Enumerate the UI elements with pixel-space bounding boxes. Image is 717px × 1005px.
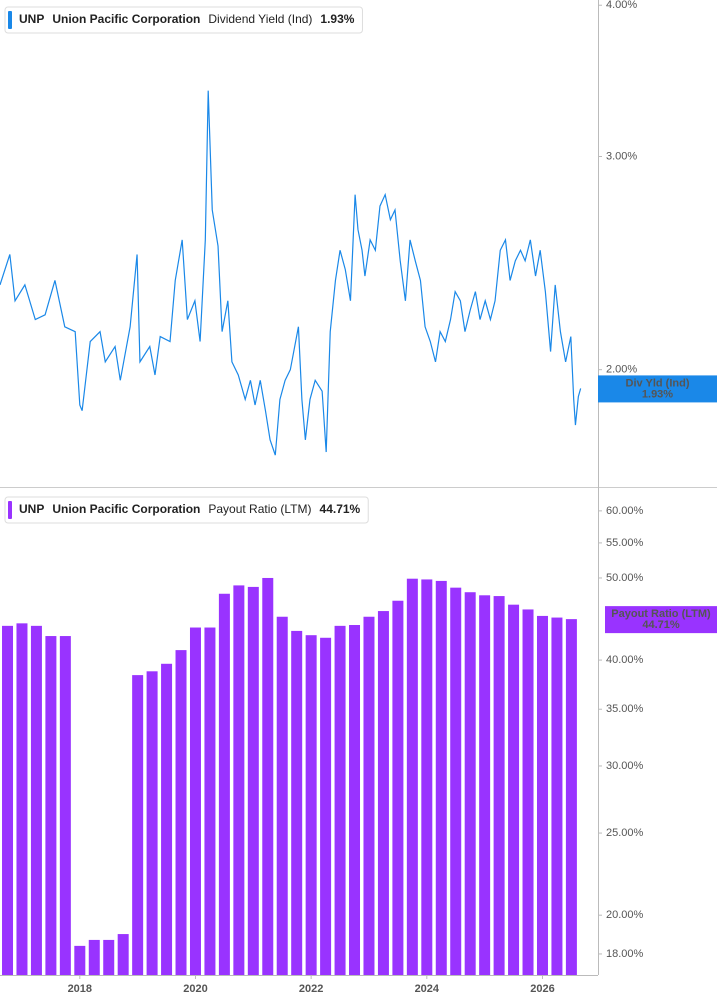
bar (132, 675, 144, 975)
bar (450, 587, 462, 975)
legend-text: UNP (19, 502, 44, 516)
legend-text: 44.71% (320, 502, 361, 516)
badge-value: 1.93% (642, 388, 673, 400)
y-tick-label: 18.00% (606, 948, 644, 960)
y-tick-label: 50.00% (606, 572, 644, 584)
bar (74, 945, 86, 975)
value-badge (598, 375, 717, 403)
y-tick-label: 35.00% (606, 703, 644, 715)
badge-name: Payout Ratio (LTM) (611, 608, 711, 620)
bar (406, 578, 418, 975)
bar (334, 625, 346, 975)
bar (320, 637, 332, 975)
x-tick-label: 2022 (299, 983, 323, 995)
y-tick-label: 3.00% (606, 150, 637, 162)
bar (493, 596, 505, 975)
y-tick-label: 4.00% (606, 0, 637, 11)
y-tick-label: 55.00% (606, 537, 644, 549)
bar (363, 616, 375, 975)
legend-text: Dividend Yield (Ind) (208, 12, 312, 26)
bar (377, 611, 389, 975)
badge-name: Div Yld (Ind) (626, 377, 690, 389)
badge-value: 44.71% (642, 619, 680, 631)
bar (117, 934, 129, 975)
bar (88, 939, 100, 975)
bar (161, 663, 173, 975)
bar (392, 600, 404, 975)
bar (247, 586, 259, 975)
bar (349, 625, 361, 975)
bar (45, 636, 57, 975)
bar (175, 650, 187, 975)
y-tick-label: 60.00% (606, 505, 644, 517)
bar (479, 595, 491, 975)
x-tick-label: 2018 (68, 983, 92, 995)
y-tick-label: 25.00% (606, 827, 644, 839)
y-tick-label: 30.00% (606, 760, 644, 772)
data-line (0, 90, 582, 456)
legend-text: UNP (19, 12, 44, 26)
legend-swatch (8, 11, 12, 29)
bar (146, 671, 158, 975)
bar (305, 635, 317, 975)
legend-box (4, 496, 369, 524)
bar (464, 592, 476, 975)
legend-swatch (8, 501, 12, 519)
x-tick-label: 2026 (530, 983, 554, 995)
bar (103, 939, 115, 975)
value-badge (605, 606, 717, 634)
bar (421, 579, 433, 975)
bar (189, 627, 201, 975)
bar (59, 636, 71, 975)
legend-text: Union Pacific Corporation (52, 12, 200, 26)
bar (30, 625, 42, 975)
bar (551, 617, 563, 975)
y-tick-label: 20.00% (606, 909, 644, 921)
y-tick-label: 40.00% (606, 654, 644, 666)
bar (522, 609, 534, 975)
bar (565, 619, 577, 975)
bar (233, 585, 245, 975)
x-tick-label: 2024 (415, 983, 440, 995)
bar (508, 604, 520, 975)
bar (536, 615, 548, 975)
bar (218, 593, 230, 975)
legend-text: 1.93% (320, 12, 354, 26)
legend-text: Union Pacific Corporation (52, 502, 200, 516)
bar (2, 625, 14, 975)
bar (262, 577, 274, 975)
legend-text: Payout Ratio (LTM) (208, 502, 311, 516)
x-tick-label: 2020 (183, 983, 207, 995)
bar (291, 630, 303, 975)
bar (435, 580, 447, 975)
legend-box (4, 6, 363, 34)
bar (16, 623, 28, 975)
y-tick-label: 2.00% (606, 364, 637, 376)
bar (204, 627, 216, 975)
bar (276, 616, 288, 975)
